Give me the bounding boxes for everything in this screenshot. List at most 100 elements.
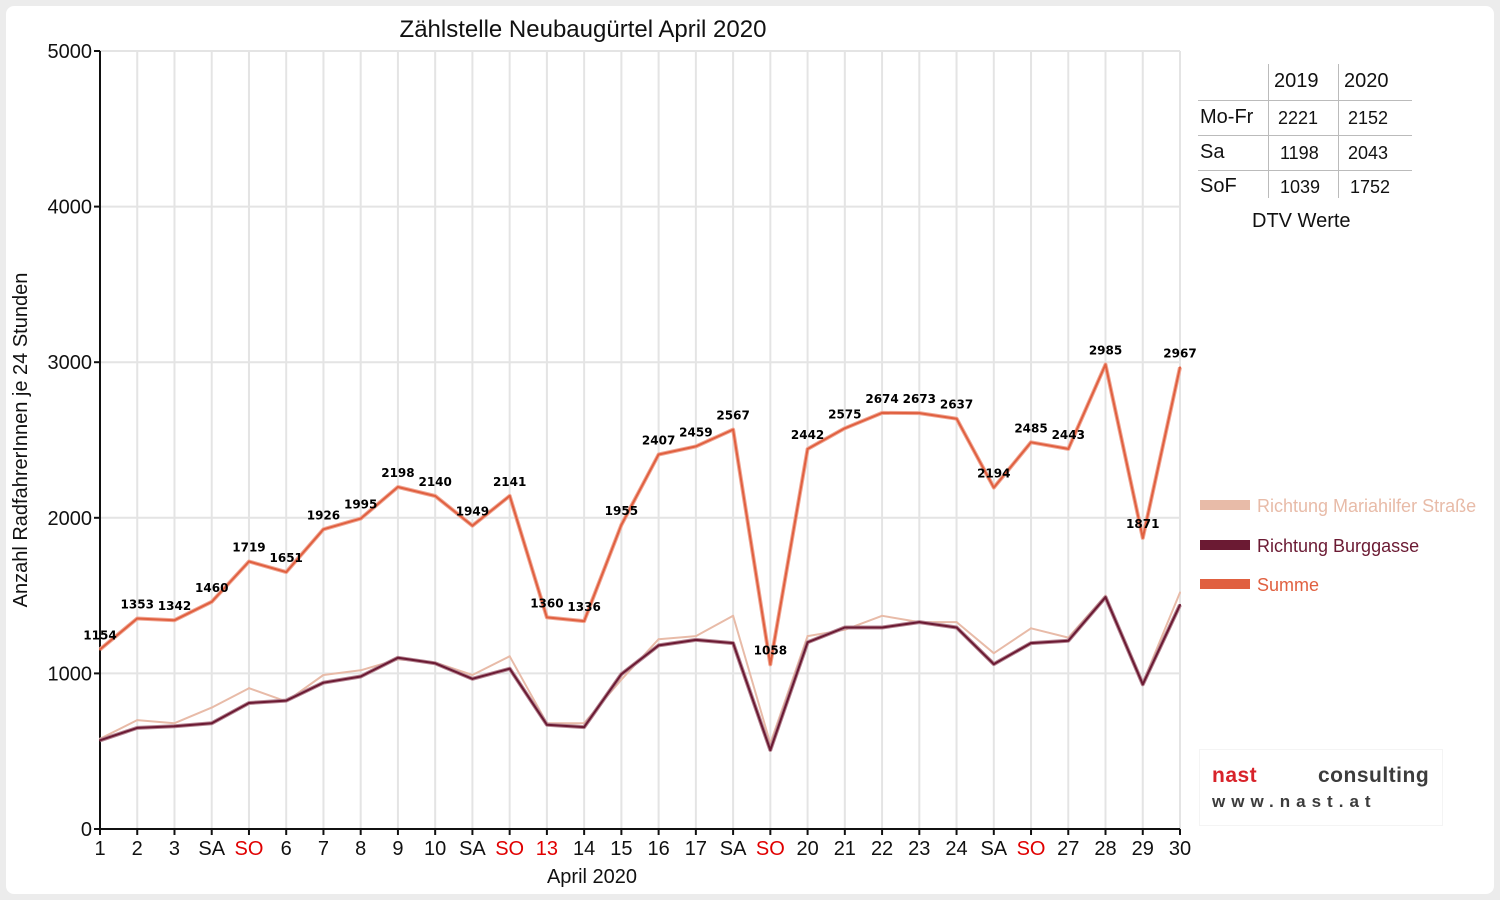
data-label: 1360 [530, 596, 563, 610]
x-tick-label: 27 [1057, 838, 1079, 860]
series-point [806, 641, 809, 644]
y-tick-label: 2000 [48, 508, 93, 530]
x-tick-label: SA [720, 838, 747, 860]
series-line-outline [98, 362, 1182, 667]
series-point [508, 655, 511, 658]
x-tick-label: SO [495, 838, 524, 860]
series-point [955, 417, 958, 420]
series-point [992, 652, 995, 655]
series-point [694, 638, 697, 641]
data-label: 1651 [270, 551, 303, 565]
series-point [434, 662, 437, 665]
series-line [99, 363, 1181, 666]
series-point [247, 701, 250, 704]
x-tick-label: 16 [647, 838, 669, 860]
series-point [992, 486, 995, 489]
series-point [322, 681, 325, 684]
data-label: 2459 [679, 425, 712, 439]
x-tick-label: 24 [945, 838, 967, 860]
dtv-divider [1198, 100, 1412, 101]
data-label: 1336 [567, 600, 600, 614]
series-point [210, 706, 213, 709]
series-point [322, 673, 325, 676]
series-point [806, 448, 809, 451]
series-point [173, 725, 176, 728]
series-point [136, 726, 139, 729]
data-label: 1955 [605, 504, 638, 518]
dtv-caption: DTV Werte [1252, 210, 1351, 232]
x-tick-label: 3 [169, 838, 180, 860]
dtv-cell: 2152 [1348, 108, 1389, 128]
legend-swatch [1200, 540, 1250, 550]
x-tick-label: 1 [94, 838, 105, 860]
x-tick-label: 14 [573, 838, 595, 860]
series-point [99, 739, 101, 742]
data-label: 2674 [865, 392, 898, 406]
series-point [657, 644, 660, 647]
series-point [620, 673, 623, 676]
logo-brand-consulting: consulting [1318, 764, 1430, 787]
data-label: 1460 [195, 581, 228, 595]
x-tick-label: 9 [392, 838, 403, 860]
series-point [1141, 683, 1144, 686]
series-point [247, 687, 250, 690]
series-point [918, 412, 921, 415]
x-tick-label: 30 [1169, 838, 1191, 860]
series-point [508, 494, 511, 497]
data-label: 1719 [232, 541, 265, 555]
x-tick-label: 23 [908, 838, 930, 860]
data-label: 2485 [1014, 421, 1047, 435]
data-label: 2407 [642, 433, 675, 447]
data-label: 1342 [158, 599, 191, 613]
nast-consulting-logo: nast consulting www.nast.at [1200, 750, 1442, 825]
series-point [471, 524, 474, 527]
dtv-cell: 1198 [1280, 143, 1319, 163]
series-point [434, 495, 437, 498]
series-point [359, 517, 362, 520]
series-point [173, 619, 176, 622]
x-tick-label: 6 [281, 838, 292, 860]
dtv-header-2020: 2020 [1344, 70, 1389, 92]
series-point [657, 638, 660, 641]
legend-label: Summe [1257, 575, 1319, 595]
series-point [471, 673, 474, 676]
data-label: 2967 [1163, 346, 1196, 360]
series-point [396, 485, 399, 488]
series-point [694, 635, 697, 638]
x-tick-label: 29 [1132, 838, 1154, 860]
series-point [545, 723, 548, 726]
series-point [285, 571, 288, 574]
y-tick-label: 0 [81, 819, 92, 841]
legend-swatch [1200, 500, 1250, 510]
dtv-row-label: SoF [1200, 175, 1237, 197]
logo-url: www.nast.at [1212, 792, 1377, 811]
x-tick-label: SA [459, 838, 486, 860]
x-tick-label: 20 [796, 838, 818, 860]
legend-label: Richtung Burggasse [1257, 536, 1419, 556]
data-label: 1871 [1126, 517, 1159, 531]
series-point [1030, 627, 1033, 630]
series-point [1179, 603, 1181, 606]
series-point [136, 719, 139, 722]
dtv-divider [1198, 135, 1412, 136]
series-point [210, 600, 213, 603]
series-point [843, 626, 846, 629]
series-point [694, 445, 697, 448]
series-point [322, 528, 325, 531]
x-tick-label: SA [980, 838, 1007, 860]
series-point [806, 635, 809, 638]
x-tick-label: 28 [1094, 838, 1116, 860]
y-tick-label: 5000 [48, 41, 93, 63]
dtv-divider [1198, 170, 1412, 171]
series-point [173, 722, 176, 725]
data-label: 2194 [977, 467, 1010, 481]
data-label: 2140 [418, 475, 451, 489]
x-tick-label: SO [235, 838, 264, 860]
dtv-cell: 1039 [1280, 177, 1321, 197]
data-label: 2637 [940, 398, 973, 412]
dtv-cell: 2043 [1348, 143, 1389, 163]
data-label: 2198 [381, 466, 414, 480]
series-point [471, 677, 474, 680]
data-label: 1995 [344, 498, 377, 512]
chart-title: Zählstelle Neubaugürtel April 2020 [400, 16, 767, 43]
